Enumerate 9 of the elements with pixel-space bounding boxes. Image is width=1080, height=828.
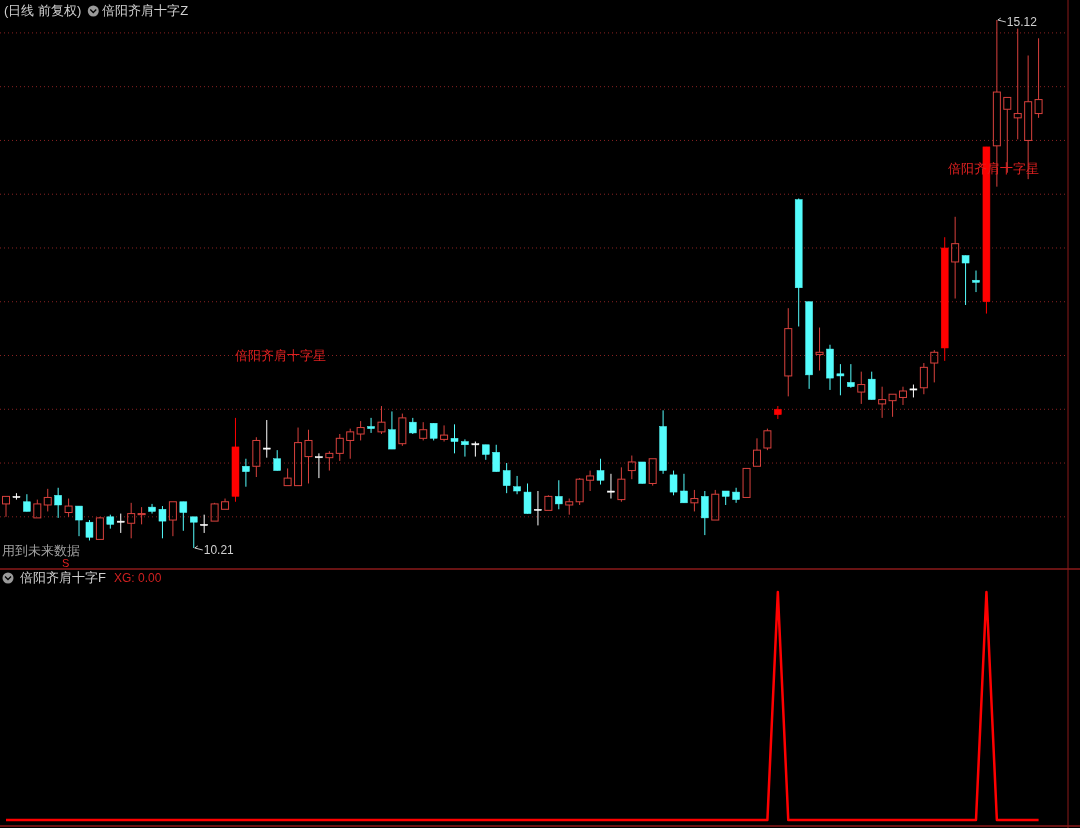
- annotation: 10.21: [203, 543, 234, 557]
- title: 倍阳齐肩十字F: [20, 570, 106, 585]
- annotation: 用到未来数据: [2, 543, 80, 558]
- annotation: S: [62, 557, 70, 569]
- annotation: 倍阳齐肩十字星: [235, 348, 326, 363]
- subtitle: XG: 0.00: [113, 571, 162, 585]
- annotation: 15.12: [1006, 15, 1037, 29]
- subtitle: 倍阳齐肩十字Z: [102, 3, 189, 18]
- title: (日线 前复权): [4, 3, 82, 18]
